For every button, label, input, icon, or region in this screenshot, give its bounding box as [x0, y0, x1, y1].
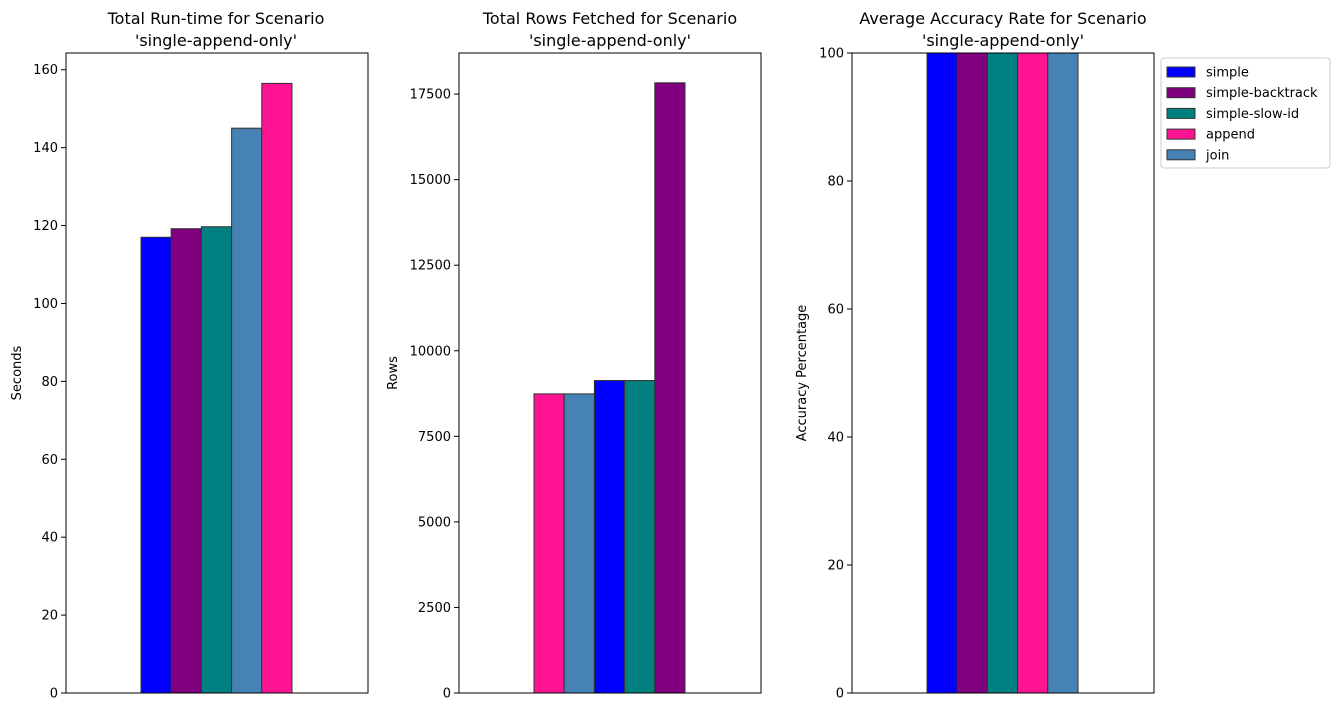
bar-simple [140, 236, 172, 694]
bar-simple-slow-id [624, 380, 656, 694]
y-tick-label: 15000 [410, 173, 451, 188]
bar-simple-backtrack [956, 52, 988, 694]
y-tick-label: 20 [827, 559, 844, 574]
y-tick-label: 60 [41, 453, 58, 468]
bar-append [533, 393, 565, 694]
legend-swatch-simple-slow-id [1166, 107, 1196, 119]
bar-join [231, 127, 263, 694]
chart-title-line-2: 'single-append-only' [922, 31, 1084, 50]
y-tick-label: 0 [836, 687, 844, 702]
chart-title-line-1: Average Accuracy Rate for Scenario [859, 9, 1146, 28]
legend-label-join: join [1205, 148, 1229, 163]
plot-frame [65, 52, 369, 694]
y-ticks: 0 2500 5000 7500 10000 12500 15000 17500 [410, 88, 459, 702]
chart-title-line-2: 'single-append-only' [135, 31, 297, 50]
legend-label-append: append [1206, 128, 1255, 143]
legend-box [1160, 57, 1331, 169]
y-ticks: 0 20 40 60 80 100 120 140 160 [33, 63, 66, 702]
y-tick-label: 10000 [410, 344, 451, 359]
bars [926, 52, 1079, 694]
y-tick-label: 0 [443, 687, 451, 702]
legend-entries: simple simple-backtrack simple-slow-id appe… [1166, 66, 1318, 163]
y-tick-label: 20 [41, 609, 58, 624]
bar-append [261, 82, 293, 694]
legend-label-simple-slow-id: simple-slow-id [1206, 107, 1299, 122]
y-tick-label: 40 [41, 531, 58, 546]
y-tick-label: 160 [33, 63, 58, 78]
y-tick-label: 80 [41, 375, 58, 390]
y-tick-label: 12500 [410, 259, 451, 274]
bar-simple-slow-id [986, 52, 1019, 694]
legend-swatch-append [1166, 128, 1196, 140]
chart-title-line-1: Total Run-time for Scenario [107, 9, 325, 28]
legend-label-simple-backtrack: simple-backtrack [1206, 86, 1318, 101]
chart-title-line-1: Total Rows Fetched for Scenario [482, 9, 737, 28]
bar-append [1017, 52, 1049, 694]
y-tick-label: 17500 [410, 88, 451, 103]
bar-simple [926, 52, 958, 694]
chart-accuracy: Average Accuracy Rate for Scenario 'sing… [795, 9, 1155, 702]
y-tick-label: 100 [33, 297, 58, 312]
y-tick-label: 60 [827, 303, 844, 318]
legend-swatch-join [1166, 149, 1196, 161]
y-axis-label: Rows [386, 356, 401, 390]
bar-join [563, 393, 595, 694]
y-tick-label: 40 [827, 431, 844, 446]
y-tick-label: 0 [50, 687, 58, 702]
plot-frame [458, 52, 762, 694]
bars [140, 82, 293, 694]
chart-rows-fetched: Total Rows Fetched for Scenario 'single-… [386, 9, 762, 702]
bar-simple-backtrack [654, 82, 686, 694]
y-tick-label: 5000 [418, 515, 451, 530]
chart-title-line-2: 'single-append-only' [529, 31, 691, 50]
y-tick-label: 140 [33, 141, 58, 156]
legend-swatch-simple [1166, 66, 1196, 78]
plot-frame [851, 52, 1155, 694]
bar-simple [593, 380, 626, 694]
y-tick-label: 7500 [418, 430, 451, 445]
y-tick-label: 2500 [418, 601, 451, 616]
legend-swatch-simple-backtrack [1166, 87, 1196, 99]
bar-simple-slow-id [200, 226, 233, 694]
bar-join [1047, 52, 1079, 694]
y-axis-label: Accuracy Percentage [795, 305, 810, 442]
y-tick-label: 120 [33, 219, 58, 234]
bar-simple-backtrack [170, 228, 202, 694]
y-tick-label: 100 [819, 47, 844, 62]
y-axis-label: Seconds [10, 345, 25, 400]
chart-runtime: Total Run-time for Scenario 'single-appe… [10, 9, 369, 702]
y-ticks: 0 20 40 60 80 100 [819, 47, 852, 702]
legend: simple simple-backtrack simple-slow-id appe… [1160, 57, 1331, 169]
y-tick-label: 80 [827, 175, 844, 190]
legend-label-simple: simple [1206, 66, 1249, 81]
bars [533, 82, 686, 694]
